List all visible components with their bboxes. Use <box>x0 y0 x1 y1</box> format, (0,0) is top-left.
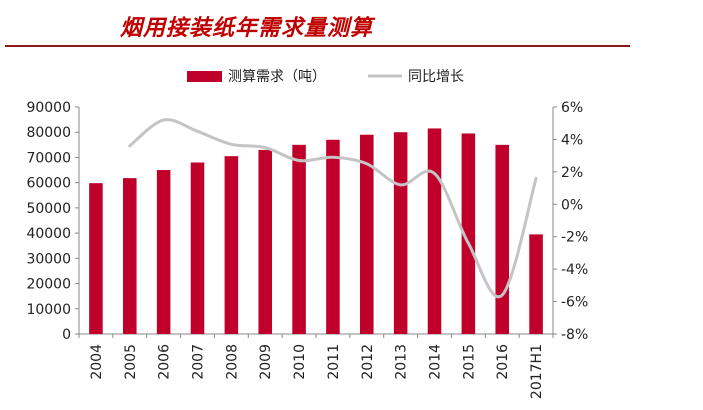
right-axis-tick-label: 0% <box>561 197 583 213</box>
left-axis-tick-label: 60000 <box>26 176 71 192</box>
title-underline <box>5 45 630 47</box>
left-axis-tick-label: 20000 <box>26 277 71 293</box>
left-axis-tick-label: 10000 <box>26 302 71 318</box>
bar-2017H1 <box>529 234 543 334</box>
x-axis-label-2011: 2011 <box>326 344 342 380</box>
bar-2015 <box>461 133 476 334</box>
legend-line-label: 同比增长 <box>408 69 464 85</box>
left-axis-tick-label: 0 <box>62 327 71 343</box>
x-axis-label-2015: 2015 <box>461 344 477 380</box>
bar-2006 <box>156 170 171 334</box>
axes <box>75 106 557 338</box>
x-axis-label-2004: 2004 <box>89 344 105 380</box>
legend-bar-label: 测算需求（吨） <box>228 69 326 85</box>
right-axis-tick-label: -8% <box>561 327 588 343</box>
right-axis-tick-label: 6% <box>561 100 583 116</box>
bar-2005 <box>123 178 137 334</box>
bar-2008 <box>224 156 239 334</box>
bar-2007 <box>190 162 205 334</box>
x-axis-label-2012: 2012 <box>360 344 376 380</box>
left-axis-tick-label: 40000 <box>26 226 71 242</box>
right-axis-tick-label: 4% <box>561 132 583 148</box>
bar-2016 <box>495 144 509 334</box>
right-axis-tick-label: 2% <box>561 165 583 181</box>
bar-2009 <box>258 149 272 334</box>
bar-series <box>89 128 543 334</box>
right-axis-tick-label: -4% <box>561 262 588 278</box>
x-axis-label-2009: 2009 <box>258 344 274 380</box>
bar-2004 <box>89 183 103 334</box>
x-axis-label-2006: 2006 <box>157 344 173 380</box>
left-axis-tick-label: 90000 <box>26 100 71 116</box>
x-axis-label-2013: 2013 <box>394 344 410 380</box>
left-axis-labels: 0 10000 20000 30000 40000 50000 60000 70000 8000… <box>26 100 71 343</box>
right-axis-tick-label: -6% <box>561 295 588 311</box>
x-axis-labels: 2004 2005 2006 2007 2008 2009 2010 2011 2012 2013… <box>89 344 545 399</box>
x-axis-label-2010: 2010 <box>292 344 308 380</box>
x-axis-label-2016: 2016 <box>495 344 511 380</box>
legend: 测算需求（吨） 同比增长 <box>187 69 464 85</box>
left-axis-tick-label: 70000 <box>26 150 71 166</box>
x-axis-label-2014: 2014 <box>428 344 444 380</box>
left-axis-tick-label: 50000 <box>26 201 71 217</box>
chart-title: 烟用接装纸年需求量测算 <box>120 15 374 41</box>
yoy-growth-line <box>128 118 538 299</box>
right-axis-tick-label: -2% <box>561 230 588 246</box>
bar-2011 <box>326 139 340 334</box>
x-axis-label-2007: 2007 <box>191 344 207 380</box>
x-axis-label-2008: 2008 <box>224 344 240 380</box>
legend-bar-swatch <box>187 71 222 82</box>
bar-2013 <box>393 132 408 334</box>
bar-2012 <box>360 134 374 334</box>
bar-2010 <box>292 144 306 334</box>
bar-2014 <box>427 128 442 334</box>
left-axis-tick-label: 80000 <box>26 125 71 141</box>
line-series <box>128 118 538 299</box>
x-axis-label-2017H1: 2017H1 <box>529 344 545 399</box>
right-axis-labels: -8% -6% -4% -2% 0% 2% 4% 6% <box>561 100 588 343</box>
x-axis-label-2005: 2005 <box>123 344 139 380</box>
left-axis-tick-label: 30000 <box>26 251 71 267</box>
